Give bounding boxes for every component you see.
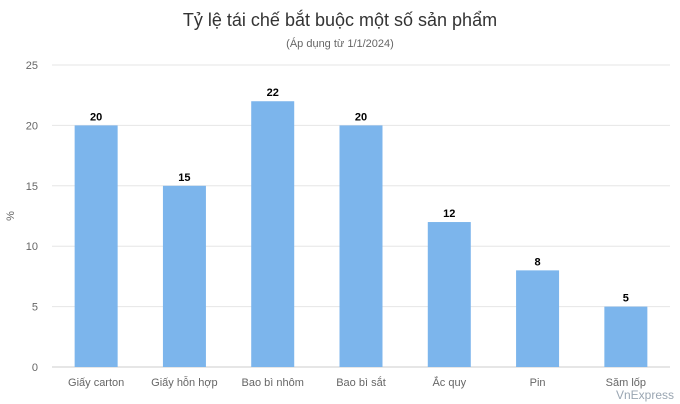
data-label: 12 bbox=[443, 208, 455, 220]
y-tick-label: 15 bbox=[26, 181, 38, 193]
y-tick-label: 5 bbox=[32, 302, 38, 314]
x-tick-label: Giấy carton bbox=[68, 377, 124, 389]
x-tick-label: Pin bbox=[530, 377, 546, 389]
data-labels: 20 15 22 20 12 8 5 bbox=[90, 87, 629, 304]
x-tick-label: Ắc quy bbox=[432, 376, 466, 389]
x-tick-label: Giấy hỗn hợp bbox=[151, 376, 218, 389]
bar bbox=[516, 270, 560, 367]
y-tick-label: 20 bbox=[26, 120, 38, 132]
bar bbox=[251, 101, 295, 368]
y-axis-ticks: 0 5 10 15 20 25 bbox=[26, 60, 38, 374]
chart-title: Tỷ lệ tái chế bắt buộc một số sản phẩm bbox=[182, 10, 498, 30]
bar bbox=[74, 125, 118, 368]
y-tick-label: 25 bbox=[26, 60, 38, 72]
x-tick-label: Bao bì nhôm bbox=[242, 377, 304, 389]
data-label: 8 bbox=[535, 256, 541, 268]
data-label: 15 bbox=[178, 172, 190, 184]
bars bbox=[74, 101, 648, 368]
data-label: 22 bbox=[267, 87, 279, 99]
y-axis-label: % bbox=[5, 211, 17, 221]
x-tick-label: Bao bì sắt bbox=[336, 376, 386, 389]
x-axis-ticks: Giấy carton Giấy hỗn hợp Bao bì nhôm Bao bì… bbox=[68, 376, 646, 389]
y-tick-label: 0 bbox=[32, 362, 38, 374]
chart-subtitle: (Áp dụng từ 1/1/2024) bbox=[286, 38, 394, 50]
data-label: 5 bbox=[623, 293, 629, 305]
data-label: 20 bbox=[355, 111, 367, 123]
bar bbox=[427, 222, 471, 367]
vnexpress-watermark: VnExpress bbox=[615, 388, 674, 402]
y-tick-label: 10 bbox=[26, 241, 38, 253]
x-tick-label: Săm lốp bbox=[606, 377, 646, 389]
bar bbox=[339, 125, 383, 368]
bar bbox=[162, 185, 206, 367]
bar bbox=[604, 306, 648, 367]
data-label: 20 bbox=[90, 111, 102, 123]
